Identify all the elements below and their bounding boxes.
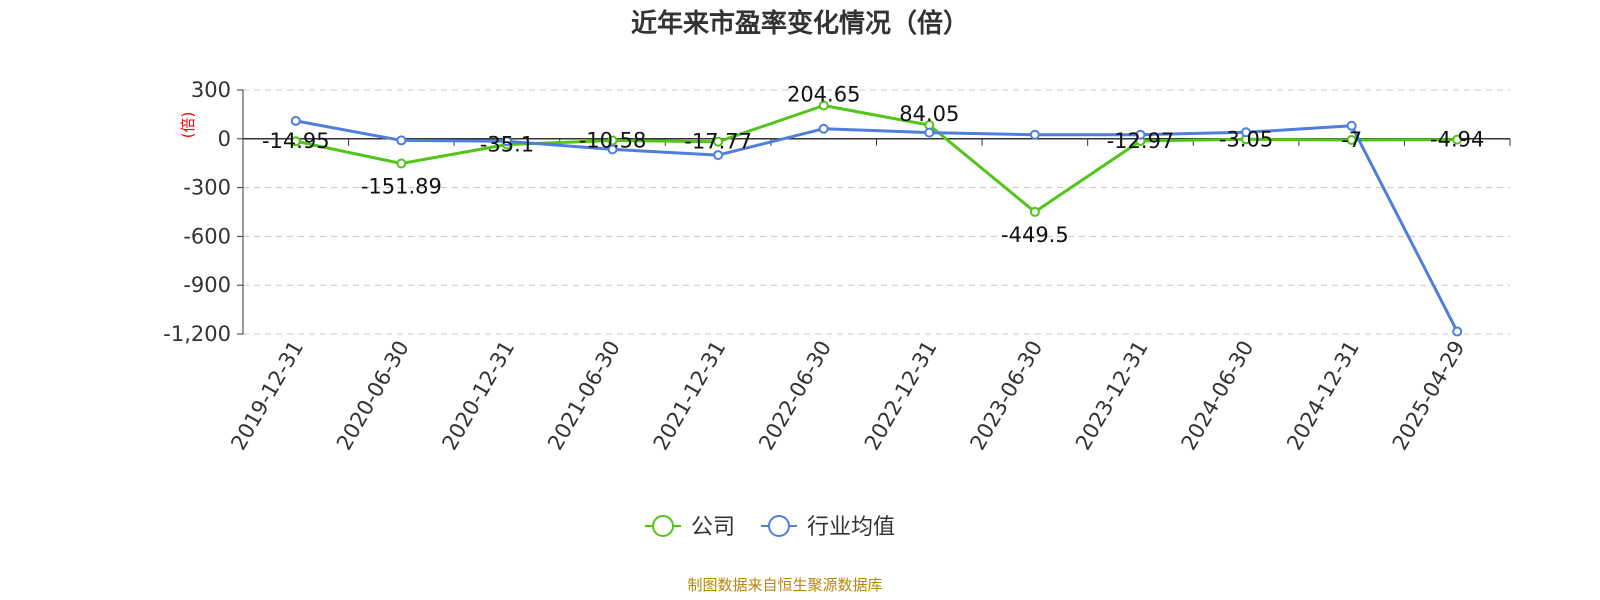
y-axis-label: (倍) — [179, 112, 197, 139]
legend-label: 行业均值 — [807, 515, 895, 540]
data-point — [818, 100, 829, 111]
x-tick-label: 2025-04-29 — [1388, 337, 1470, 455]
y-tick-label: -1,200 — [163, 322, 231, 346]
x-tick-label: 2022-06-30 — [754, 337, 836, 455]
data-label: -4.94 — [1430, 128, 1484, 152]
series-line-1 — [295, 119, 1459, 333]
x-tick-label: 2024-12-31 — [1282, 337, 1364, 455]
y-tick-label: 0 — [218, 127, 231, 151]
data-point — [713, 136, 724, 147]
source-note: 制图数据来自恒生聚源数据库 — [687, 576, 882, 594]
data-label: -449.5 — [1001, 223, 1069, 247]
data-label: -3.05 — [1219, 127, 1273, 151]
x-tick-label: 2024-06-30 — [1177, 337, 1259, 455]
legend-marker — [768, 515, 790, 537]
data-label: 204.65 — [787, 83, 860, 107]
x-tick-label: 2023-12-31 — [1071, 337, 1153, 455]
x-tick-label: 2020-06-30 — [332, 337, 414, 455]
x-tick-label: 2020-12-31 — [437, 337, 519, 455]
data-point — [396, 135, 407, 146]
data-label: -10.58 — [579, 129, 647, 153]
data-point — [1241, 127, 1252, 138]
data-point — [290, 115, 301, 126]
x-tick-label: 2021-12-31 — [649, 337, 731, 455]
legend-item-1[interactable]: 行业均值 — [761, 515, 895, 540]
x-tick-label: 2022-12-31 — [860, 337, 942, 455]
gridlines — [243, 89, 1510, 335]
data-label: 84.05 — [899, 102, 959, 126]
data-point — [607, 144, 618, 155]
data-label: -12.97 — [1107, 129, 1175, 153]
data-point — [1452, 134, 1463, 145]
data-point — [818, 123, 829, 134]
data-point — [1346, 120, 1357, 131]
data-point — [713, 150, 724, 161]
data-point — [1135, 129, 1146, 140]
data-point — [501, 136, 512, 147]
legend[interactable]: 公司 行业均值 — [645, 515, 895, 540]
x-tick-label: 2023-06-30 — [965, 337, 1047, 455]
data-label: -151.89 — [361, 175, 442, 199]
data-label: -17.77 — [684, 130, 752, 154]
data-label: -14.95 — [262, 129, 330, 153]
legend-marker — [652, 515, 674, 537]
data-point — [1452, 326, 1463, 337]
series-lines — [290, 100, 1463, 337]
series-line-0 — [295, 104, 1458, 214]
y-tick-label: 300 — [191, 78, 231, 102]
chart-title: 近年来市盈率变化情况（倍） — [631, 8, 969, 39]
y-tick-label: -600 — [183, 224, 231, 248]
data-point — [924, 127, 935, 138]
y-tick-label: -300 — [183, 176, 231, 200]
x-tick-label: 2021-06-30 — [543, 337, 625, 455]
data-point — [1029, 129, 1040, 140]
data-label: -35.1 — [480, 133, 534, 157]
data-point — [396, 158, 407, 169]
data-point — [1029, 206, 1040, 217]
y-tick-label: -900 — [183, 273, 231, 297]
data-point — [1346, 134, 1357, 145]
x-tick-label: 2019-12-31 — [226, 337, 308, 455]
legend-label: 公司 — [691, 515, 735, 540]
data-labels: -14.95 -151.89 -35.1 -10.58 -17.77 204.65 84.0… — [262, 83, 1484, 247]
data-label: -7 — [1341, 128, 1362, 152]
legend-item-0[interactable]: 公司 — [645, 515, 735, 540]
data-point — [290, 136, 301, 147]
